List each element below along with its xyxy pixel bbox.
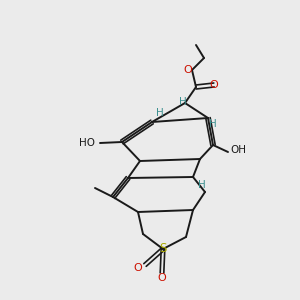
Text: O: O <box>184 65 192 75</box>
Text: HO: HO <box>79 138 95 148</box>
Text: H: H <box>179 97 187 107</box>
Text: O: O <box>158 273 166 283</box>
Text: S: S <box>159 242 167 256</box>
Text: H: H <box>209 119 217 129</box>
Text: H: H <box>156 108 164 118</box>
Text: OH: OH <box>230 145 246 155</box>
Text: O: O <box>134 263 142 273</box>
Text: O: O <box>210 80 218 90</box>
Text: H: H <box>198 180 206 190</box>
